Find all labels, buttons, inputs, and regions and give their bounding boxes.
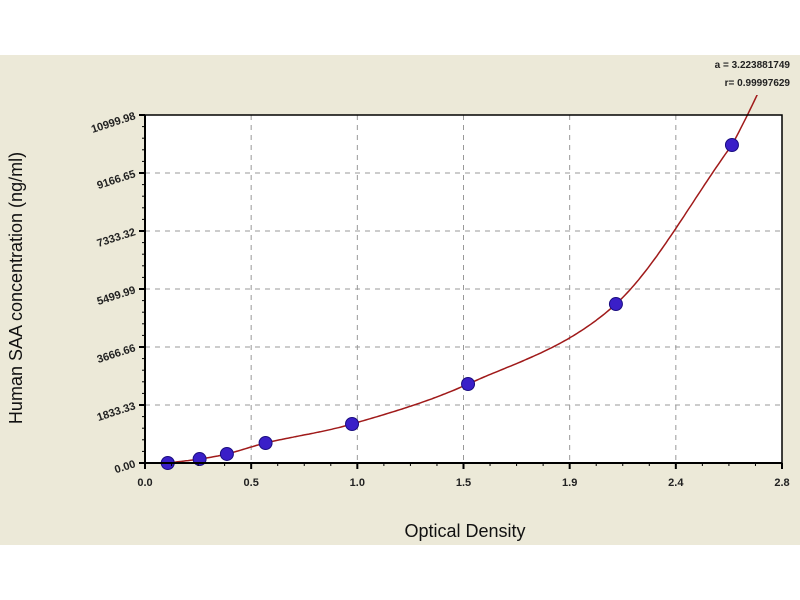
data-point [724, 137, 739, 152]
y-tick-label: 1833.33 [96, 400, 138, 424]
data-point [461, 377, 476, 392]
x-tick-label: 1.0 [350, 477, 365, 489]
data-point [608, 297, 623, 312]
y-tick-label: 0.00 [113, 458, 137, 476]
annotation-r: r= 0.99997629 [725, 78, 791, 89]
y-tick-label: 10999.98 [90, 110, 137, 136]
data-point [219, 446, 234, 461]
y-tick-label: 7333.32 [96, 226, 138, 250]
y-axis-label: Human SAA concentration (ng/ml) [6, 152, 26, 424]
annotation-a: a = 3.223881749 [715, 60, 791, 71]
x-tick-label: 0.0 [137, 477, 152, 489]
data-point [258, 436, 273, 451]
x-axis-label: Optical Density [404, 521, 525, 541]
y-tick-label: 3666.66 [96, 342, 138, 366]
y-tick-label: 5499.99 [96, 284, 138, 308]
x-tick-label: 1.9 [562, 477, 577, 489]
x-tick-label: 2.8 [774, 477, 789, 489]
x-tick-label: 2.4 [668, 477, 684, 489]
x-tick-label: 1.5 [456, 477, 471, 489]
x-tick-label: 0.5 [244, 477, 259, 489]
data-point [345, 416, 360, 431]
y-tick-label: 9166.65 [96, 168, 138, 192]
